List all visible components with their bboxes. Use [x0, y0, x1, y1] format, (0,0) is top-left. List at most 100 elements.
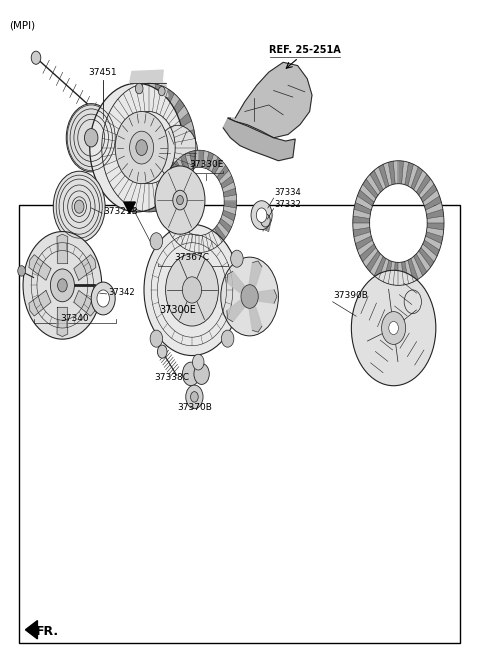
Wedge shape — [427, 223, 444, 230]
Wedge shape — [169, 106, 188, 128]
Wedge shape — [374, 256, 386, 279]
Wedge shape — [217, 222, 229, 237]
Wedge shape — [163, 210, 176, 221]
Wedge shape — [160, 178, 174, 206]
Polygon shape — [74, 255, 96, 280]
Wedge shape — [423, 190, 440, 206]
Wedge shape — [398, 262, 404, 285]
Wedge shape — [135, 84, 145, 113]
Wedge shape — [205, 152, 214, 170]
Wedge shape — [190, 151, 196, 169]
Wedge shape — [424, 196, 442, 210]
Circle shape — [23, 232, 102, 339]
Wedge shape — [405, 260, 413, 284]
Circle shape — [136, 140, 147, 155]
Wedge shape — [177, 228, 187, 246]
Wedge shape — [129, 86, 142, 115]
Wedge shape — [215, 226, 226, 242]
Polygon shape — [74, 291, 96, 316]
Wedge shape — [160, 89, 174, 117]
Wedge shape — [142, 83, 149, 112]
Wedge shape — [416, 251, 431, 272]
Wedge shape — [402, 161, 408, 185]
Circle shape — [97, 290, 109, 307]
Circle shape — [241, 285, 258, 308]
Text: 37342: 37342 — [108, 287, 134, 297]
Polygon shape — [130, 70, 168, 96]
Polygon shape — [223, 118, 295, 161]
Wedge shape — [163, 182, 176, 193]
Wedge shape — [411, 256, 423, 279]
Wedge shape — [199, 150, 204, 167]
Circle shape — [177, 195, 183, 205]
Wedge shape — [221, 176, 234, 188]
Circle shape — [74, 200, 84, 213]
Wedge shape — [379, 164, 389, 188]
Circle shape — [191, 392, 198, 402]
Wedge shape — [219, 171, 232, 184]
Wedge shape — [222, 210, 235, 221]
Wedge shape — [190, 234, 196, 252]
Text: 37340: 37340 — [60, 314, 89, 323]
Wedge shape — [355, 236, 372, 250]
Polygon shape — [29, 255, 51, 280]
Wedge shape — [142, 183, 149, 212]
Circle shape — [144, 224, 240, 356]
Wedge shape — [194, 236, 199, 253]
Circle shape — [158, 87, 165, 96]
Wedge shape — [363, 247, 378, 267]
Wedge shape — [199, 236, 204, 253]
Circle shape — [194, 363, 209, 384]
Text: 37321B: 37321B — [103, 207, 138, 216]
Polygon shape — [228, 62, 312, 138]
Wedge shape — [354, 232, 371, 243]
Wedge shape — [366, 251, 381, 272]
Wedge shape — [212, 157, 222, 174]
Wedge shape — [398, 161, 404, 184]
Text: 37451: 37451 — [88, 68, 117, 77]
Wedge shape — [384, 162, 392, 186]
Wedge shape — [163, 175, 180, 201]
Wedge shape — [223, 206, 236, 215]
Wedge shape — [173, 161, 184, 177]
Wedge shape — [353, 209, 371, 218]
Circle shape — [157, 345, 167, 358]
Wedge shape — [173, 157, 194, 174]
Wedge shape — [153, 84, 162, 113]
Circle shape — [251, 201, 272, 230]
Wedge shape — [414, 254, 427, 276]
Wedge shape — [135, 182, 145, 211]
Text: REF. 25-251A: REF. 25-251A — [269, 45, 341, 55]
Circle shape — [231, 250, 243, 267]
Wedge shape — [165, 176, 178, 188]
Circle shape — [389, 321, 398, 335]
Wedge shape — [379, 258, 389, 282]
Wedge shape — [203, 151, 209, 169]
Circle shape — [157, 125, 198, 180]
Circle shape — [382, 312, 406, 344]
Wedge shape — [402, 261, 408, 285]
Wedge shape — [102, 138, 123, 148]
Circle shape — [182, 362, 200, 386]
Wedge shape — [215, 161, 226, 177]
Wedge shape — [177, 157, 187, 174]
Wedge shape — [106, 113, 127, 133]
Wedge shape — [185, 233, 193, 251]
Text: 37338C: 37338C — [155, 373, 189, 382]
Circle shape — [351, 270, 436, 386]
Wedge shape — [167, 171, 180, 184]
Wedge shape — [388, 261, 395, 285]
Wedge shape — [149, 183, 156, 212]
Wedge shape — [166, 171, 184, 196]
Circle shape — [91, 282, 115, 315]
Wedge shape — [209, 154, 218, 172]
Wedge shape — [217, 165, 229, 180]
Circle shape — [18, 266, 25, 276]
Wedge shape — [223, 188, 236, 197]
Wedge shape — [419, 179, 434, 199]
Wedge shape — [419, 247, 434, 267]
Wedge shape — [224, 201, 237, 208]
Wedge shape — [408, 258, 418, 282]
Wedge shape — [414, 171, 427, 192]
Text: 37367C: 37367C — [175, 253, 209, 262]
